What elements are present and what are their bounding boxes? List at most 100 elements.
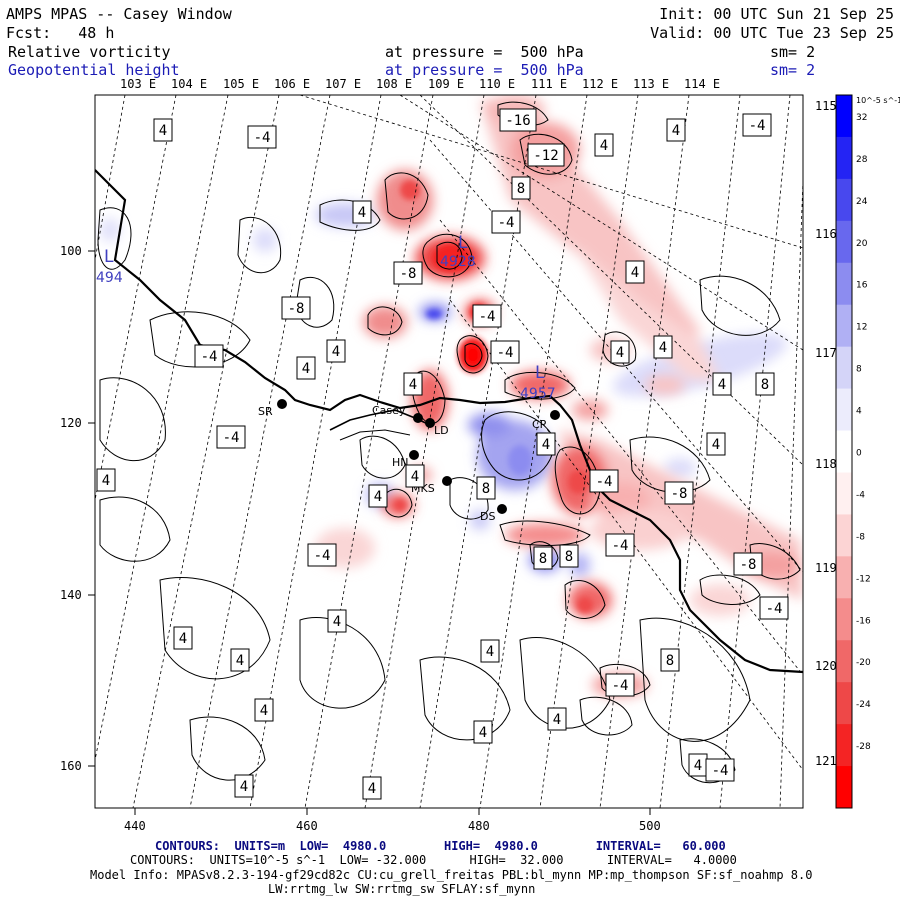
forecast-hour: Fcst: 48 h bbox=[6, 24, 115, 42]
svg-text:4: 4 bbox=[159, 123, 167, 139]
colorbar-level: -20 bbox=[856, 658, 871, 668]
svg-text:-4: -4 bbox=[596, 474, 613, 490]
svg-text:-8: -8 bbox=[740, 557, 757, 573]
contour-label: -4 bbox=[491, 210, 521, 234]
colorbar-level: 12 bbox=[856, 323, 867, 333]
colorbar-frame bbox=[835, 94, 853, 809]
contour-label: 8 bbox=[511, 176, 531, 200]
colorbar-level: -4 bbox=[856, 490, 865, 500]
top-lon-label: 108 E bbox=[376, 77, 412, 91]
colorbar-level: 32 bbox=[856, 113, 867, 123]
footer-physics-info: LW:rrtmg_lw SW:rrtmg_sw SFLAY:sf_mynn bbox=[268, 882, 536, 896]
contour-label: 4 bbox=[706, 432, 726, 456]
contour-label: 4 bbox=[547, 707, 567, 731]
svg-text:4: 4 bbox=[368, 781, 376, 797]
contour-label: -4 bbox=[490, 340, 520, 364]
svg-text:-8: -8 bbox=[671, 486, 688, 502]
station-dot bbox=[550, 410, 560, 420]
colorbar-level: -28 bbox=[856, 742, 871, 752]
svg-text:8: 8 bbox=[517, 181, 525, 197]
contour-label: 4 bbox=[153, 118, 173, 142]
svg-text:8: 8 bbox=[666, 653, 674, 669]
y-tick-label: 140 bbox=[60, 588, 82, 602]
svg-text:4: 4 bbox=[542, 437, 550, 453]
contour-label: -4 bbox=[605, 533, 635, 557]
svg-text:4: 4 bbox=[236, 653, 244, 669]
colorbar-level: -24 bbox=[856, 700, 871, 710]
contour-label: 8 bbox=[755, 372, 775, 396]
svg-text:4: 4 bbox=[260, 703, 268, 719]
field2-name: Geopotential height bbox=[8, 61, 180, 79]
colorbar-level: 4 bbox=[856, 407, 862, 417]
station-label: DS bbox=[480, 510, 495, 523]
svg-text:8: 8 bbox=[565, 549, 573, 565]
svg-text:8: 8 bbox=[761, 377, 769, 393]
contour-label: 4 bbox=[594, 133, 614, 157]
contour-label: -4 bbox=[194, 344, 224, 368]
svg-text:4: 4 bbox=[302, 361, 310, 377]
colorbar-level: 24 bbox=[856, 197, 868, 207]
colorbar-swatch bbox=[836, 514, 852, 557]
station-label: Casey bbox=[372, 404, 406, 417]
contour-label: 4 bbox=[666, 118, 686, 142]
valid-time: Valid: 00 UTC Tue 23 Sep 25 bbox=[650, 24, 894, 42]
colorbar-swatch bbox=[836, 682, 852, 725]
svg-text:4: 4 bbox=[332, 344, 340, 360]
y-tick-label: 100 bbox=[60, 244, 82, 258]
plot-frame bbox=[94, 94, 804, 809]
svg-text:4: 4 bbox=[102, 473, 110, 489]
svg-text:-4: -4 bbox=[612, 538, 629, 554]
station-dot bbox=[277, 399, 287, 409]
vorticity-contours bbox=[97, 101, 801, 784]
colorbar-swatch bbox=[836, 178, 852, 222]
svg-text:4: 4 bbox=[333, 614, 341, 630]
field2-smooth: sm= 2 bbox=[770, 61, 816, 79]
colorbar-swatch bbox=[836, 304, 852, 348]
svg-text:-4: -4 bbox=[254, 130, 271, 146]
contour-label: 4 bbox=[96, 468, 116, 492]
contour-label: 4 bbox=[234, 774, 254, 798]
contour-label: 8 bbox=[533, 546, 553, 570]
station-label: HN bbox=[392, 456, 409, 469]
colorbar-level: -16 bbox=[856, 616, 871, 626]
colorbar-swatch bbox=[836, 766, 852, 809]
contour-label: -8 bbox=[664, 481, 694, 505]
colorbar-level: 0 bbox=[856, 449, 862, 459]
x-tick-label: 500 bbox=[639, 819, 661, 833]
contour-label: -4 bbox=[705, 758, 735, 782]
graticule-parallels bbox=[299, 95, 803, 771]
svg-text:-16: -16 bbox=[505, 113, 530, 129]
svg-text:-4: -4 bbox=[712, 763, 729, 779]
field2-level: at pressure = 500 hPa bbox=[385, 61, 584, 79]
colorbar-unit: 10^-5 s^-1 bbox=[856, 96, 900, 105]
svg-text:-12: -12 bbox=[533, 148, 558, 164]
colorbar-level: 20 bbox=[856, 239, 868, 249]
chart-title: AMPS MPAS -- Casey Window bbox=[6, 5, 232, 23]
footer-height-contours: CONTOURS: UNITS=m LOW= 4980.0 HIGH= 4980… bbox=[155, 839, 726, 853]
svg-text:-4: -4 bbox=[497, 345, 514, 361]
svg-text:4: 4 bbox=[479, 725, 487, 741]
svg-text:4: 4 bbox=[631, 265, 639, 281]
contour-label: -4 bbox=[742, 113, 772, 137]
colorbar-swatch bbox=[836, 95, 852, 138]
svg-text:-4: -4 bbox=[223, 430, 240, 446]
contour-label: 4 bbox=[712, 372, 732, 396]
top-lon-label: 103 E bbox=[120, 77, 156, 91]
contour-label: 8 bbox=[559, 544, 579, 568]
svg-text:4: 4 bbox=[672, 123, 680, 139]
graticule-meridians bbox=[95, 95, 803, 808]
contour-label: 4 bbox=[296, 356, 316, 380]
top-lon-label: 113 E bbox=[633, 77, 669, 91]
svg-text:4: 4 bbox=[411, 469, 419, 485]
coastline bbox=[95, 169, 803, 674]
colorbar-swatch bbox=[836, 346, 852, 390]
low-symbol: L bbox=[535, 363, 545, 383]
top-lon-label: 111 E bbox=[531, 77, 567, 91]
colorbar-swatch bbox=[836, 388, 852, 432]
station-dot bbox=[425, 418, 435, 428]
x-tick-label: 480 bbox=[468, 819, 490, 833]
contour-label: 8 bbox=[660, 648, 680, 672]
station-label: LD bbox=[434, 424, 449, 437]
contour-label: 4 bbox=[173, 626, 193, 650]
colorbar-swatch bbox=[836, 136, 852, 180]
